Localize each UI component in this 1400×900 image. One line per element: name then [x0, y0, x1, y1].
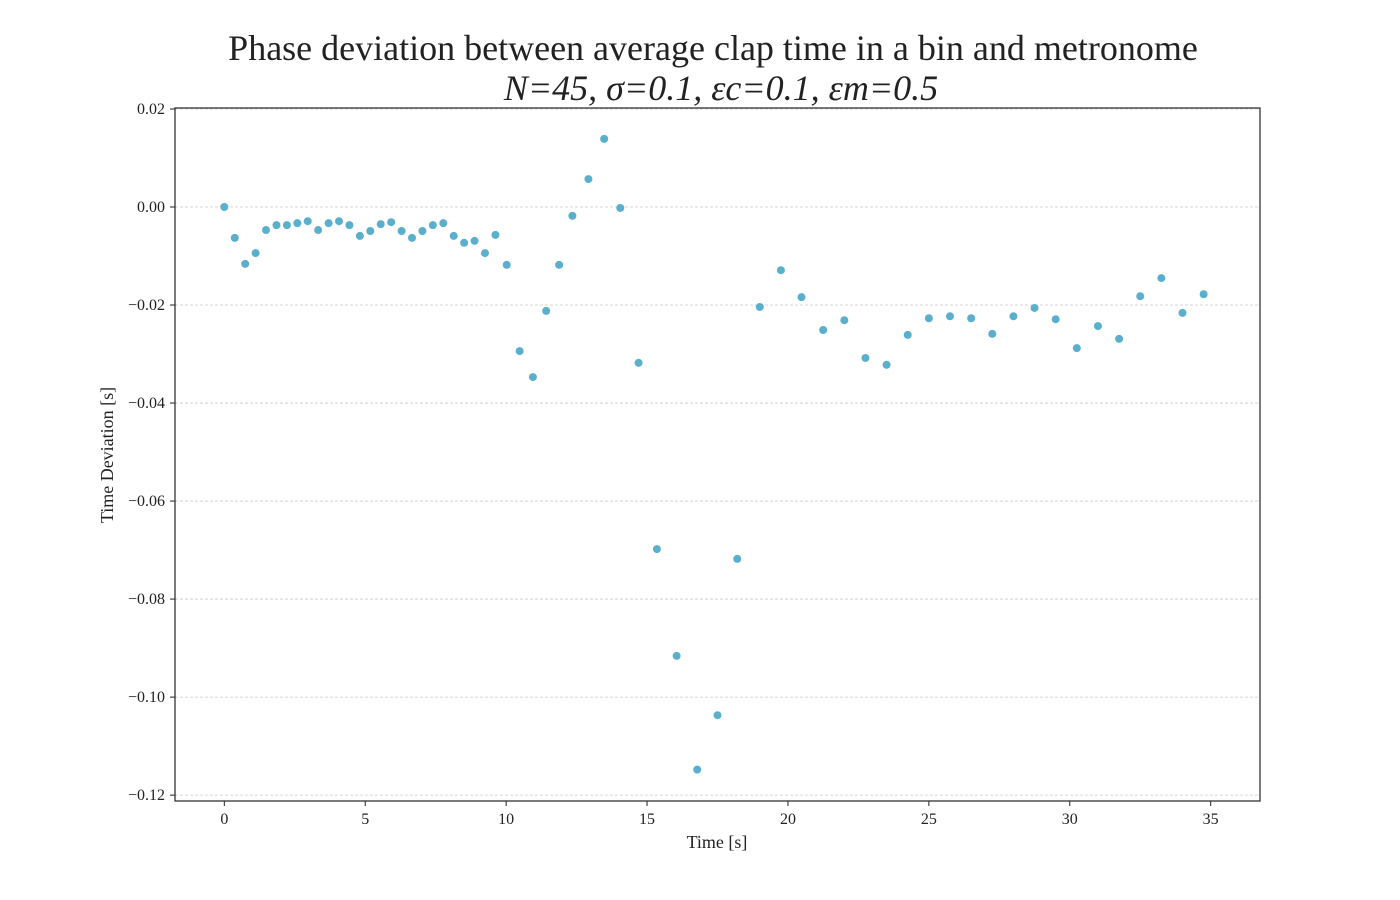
y-tick-label: −0.04: [128, 395, 165, 412]
y-axis-ticks: 0.02 0.00 −0.02 −0.04 −0.06 −0.08 −0.10 −0.12: [128, 101, 175, 804]
data-point: [470, 236, 479, 245]
data-point: [481, 249, 489, 258]
data-point: [460, 238, 469, 247]
data-point: [568, 211, 577, 220]
data-point: [1199, 290, 1208, 299]
y-tick-label: −0.12: [128, 787, 165, 804]
data-point: [515, 347, 524, 356]
data-point: [502, 260, 511, 269]
data-point: [251, 249, 260, 258]
data-point: [220, 203, 229, 211]
data-point: [776, 266, 785, 275]
chart-subtitle: N=45, σ=0.1, εc=0.1, εm=0.5: [503, 68, 939, 108]
y-axis-label: Time Deviation [s]: [97, 387, 117, 523]
data-point: [967, 314, 976, 323]
data-point: [672, 651, 681, 660]
data-point: [491, 230, 500, 239]
data-point: [924, 314, 933, 323]
data-point: [230, 233, 239, 242]
data-point: [1051, 315, 1060, 324]
y-tick-label: −0.10: [128, 689, 165, 706]
data-point: [293, 219, 302, 228]
data-point: [819, 326, 828, 335]
data-point: [882, 360, 891, 369]
x-tick-label: 35: [1203, 811, 1219, 828]
data-point: [713, 711, 722, 720]
data-point: [1157, 274, 1166, 283]
data-point: [693, 765, 702, 774]
data-point: [324, 219, 333, 228]
data-point: [1178, 308, 1187, 317]
data-point: [1072, 344, 1081, 353]
x-tick-label: 25: [921, 811, 937, 828]
data-point: [376, 220, 385, 229]
data-point: [439, 219, 448, 228]
data-point: [600, 134, 609, 143]
data-point: [282, 221, 291, 230]
data-point: [634, 358, 643, 367]
x-axis-label: Time [s]: [687, 832, 748, 852]
chart-title: Phase deviation between average clap tim…: [228, 28, 1198, 68]
data-point: [241, 259, 250, 268]
x-tick-label: 0: [220, 811, 228, 828]
data-point: [303, 217, 312, 226]
data-point: [946, 312, 954, 321]
data-point: [345, 221, 354, 230]
data-point: [861, 353, 870, 362]
data-point: [408, 233, 417, 242]
data-point: [314, 226, 323, 235]
data-point: [903, 330, 912, 339]
x-tick-label: 15: [639, 811, 655, 828]
data-point: [652, 545, 661, 554]
data-point: [1136, 292, 1145, 301]
data-point: [355, 231, 364, 240]
data-point: [988, 329, 997, 338]
data-point: [272, 221, 281, 230]
x-axis-ticks: 0 5 10 15 20 25 30 35: [220, 801, 1219, 828]
data-point: [449, 231, 458, 240]
data-point: [366, 227, 375, 236]
data-points: [220, 134, 1208, 774]
data-point: [1093, 322, 1102, 331]
data-point: [387, 218, 396, 227]
data-point: [1030, 303, 1039, 312]
grid-lines: [175, 108, 1260, 796]
data-point: [555, 260, 564, 269]
data-point: [335, 217, 344, 226]
data-point: [418, 227, 427, 236]
data-point: [616, 203, 625, 212]
y-tick-label: 0.00: [137, 199, 165, 216]
data-point: [428, 221, 437, 230]
data-point: [584, 175, 593, 184]
data-point: [262, 226, 271, 235]
data-point: [528, 373, 537, 382]
x-tick-label: 10: [498, 811, 514, 828]
y-tick-label: −0.08: [128, 591, 165, 608]
data-point: [755, 302, 764, 311]
y-tick-label: −0.06: [128, 493, 165, 510]
data-point: [1115, 334, 1124, 343]
data-point: [542, 306, 551, 315]
plot-frame: [174, 107, 1261, 802]
y-tick-label: 0.02: [137, 101, 165, 118]
y-tick-label: −0.02: [128, 297, 165, 314]
data-point: [797, 293, 806, 302]
x-tick-label: 30: [1062, 811, 1078, 828]
x-tick-label: 20: [780, 811, 796, 828]
x-tick-label: 5: [361, 811, 369, 828]
data-point: [397, 227, 406, 236]
data-point: [733, 554, 742, 563]
data-point: [840, 316, 849, 325]
data-point: [1009, 312, 1018, 321]
